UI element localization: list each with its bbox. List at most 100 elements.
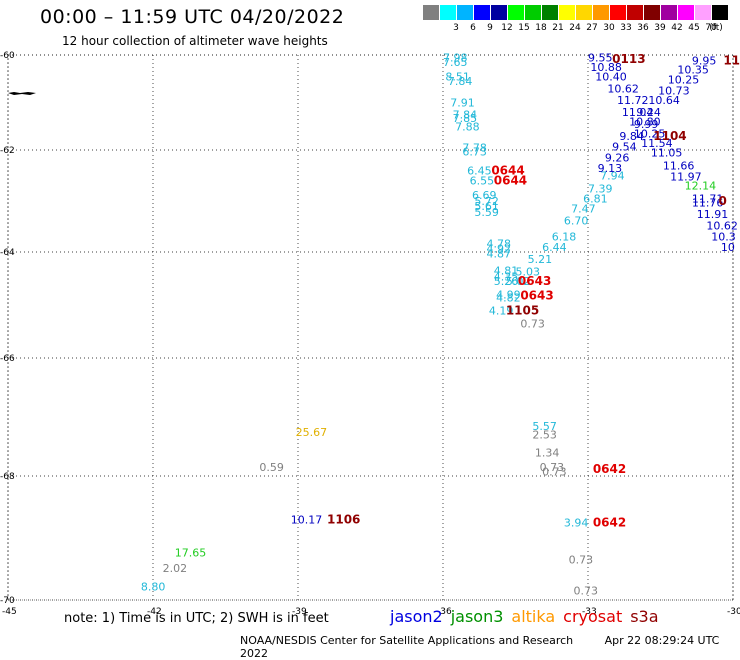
wave-height-label: 5.02 [506,275,531,288]
wave-height-label: 7.88 [455,120,480,133]
wave-height-label: 10.88 [590,61,622,74]
legend-swatch [695,5,711,20]
wave-height-label: 9.99 [634,118,659,131]
axis-ticks: -45 -42 -39 -36 -33 -30 -60 -62 -64 -66 -68 -70 [0,51,740,617]
longitude-tick-label: -36 [437,607,452,617]
wave-height-label: 10.25 [668,74,700,87]
legend-label: 30 [603,23,615,33]
wave-height-label: 6.69 [472,189,497,202]
wave-height-label: 10.17 [291,513,323,526]
wave-height-label: 0.73 [520,318,545,331]
wave-height-label: 5.61 [474,200,499,213]
wave-height-label: 7.78 [462,142,487,155]
wave-height-label: 7.94 [600,170,625,183]
pass-time-label: 0113 [612,52,645,66]
wave-height-label: 10.25 [634,127,666,140]
latitude-tick-label: -60 [0,51,15,61]
wave-height-label: 7.98 [443,51,468,64]
satellite-altika: altika [511,607,556,626]
wave-height-label: 6.70 [564,214,589,227]
satellite-cryosat: cryosat [563,607,623,626]
wave-height-label: 6.55 [470,175,495,188]
wave-height-label: 12.14 [685,180,717,193]
legend-unit: (ft) [709,23,723,33]
latitude-tick-label: -68 [0,472,15,482]
latitude-tick-label: -64 [0,248,15,258]
map-title: 00:00 – 11:59 UTC 04/20/2022 [40,6,345,28]
wave-height-label: 10.40 [595,70,627,83]
legend-swatch [593,5,609,20]
legend-label: 27 [586,23,598,33]
wave-height-label: 10.80 [629,116,661,129]
wave-height-label: 9.95 [692,55,717,68]
legend-swatch [508,5,524,20]
wave-height-label: 9.54 [612,141,637,154]
legend-label: 9 [487,23,493,33]
wave-height-label: 10.3 [711,231,736,244]
legend-swatch [627,5,643,20]
map-grid [7,54,734,601]
pass-time-label: 1105 [506,303,539,317]
wave-height-label: 0.73 [569,554,594,567]
wave-height-label: 6.18 [552,231,577,244]
wave-height-label: 4.35 [494,270,519,283]
wave-height-label: 5.59 [474,206,499,219]
wave-height-label: 6.44 [542,241,567,254]
wave-height-label: 11.66 [663,159,695,172]
longitude-tick-label: -42 [147,607,162,617]
legend-label: 6 [470,23,476,33]
satellite-jason2: jason2 [390,607,443,626]
legend-label: 42 [671,23,683,33]
wave-height-label: 5.57 [532,420,557,433]
longitude-tick-label: -45 [2,607,17,617]
pass-time-label: 110 [723,54,740,68]
wave-height-label: 9.84 [619,130,644,143]
legend-label: 70 [705,23,717,33]
legend-label: 39 [654,23,666,33]
wave-height-label: 11.91 [697,208,729,221]
wave-height-label: 0.59 [259,461,284,474]
pass-time-label: 0644 [494,174,527,188]
wave-height-label: 6.73 [462,146,487,159]
wave-height-label: 10.35 [677,63,709,76]
wave-height-label: 10.62 [607,82,639,95]
wave-height-label: 9.24 [636,106,661,119]
wave-height-label: 4.99 [496,288,520,301]
longitude-tick-label: -39 [292,607,307,617]
pass-time-label: 0643 [520,288,553,302]
wave-height-label: 7.84 [453,108,478,121]
wave-height-label: 0.73 [540,461,565,474]
wave-height-label: 10.64 [648,94,680,107]
wave-height-label: 7.85 [453,112,478,125]
legend-label: 45 [688,23,700,33]
legend-swatch [712,5,728,20]
note-text: note: 1) Time is in UTC; 2) SWH is in fe… [64,611,329,626]
wave-height-label: 7.84 [448,75,473,88]
wave-height-label: 11.04 [622,106,654,119]
wave-height-label: 11.71 [692,192,724,205]
latitude-tick-label: -70 [0,596,15,606]
legend-swatch [576,5,592,20]
wave-height-label: 4.92 [487,242,512,255]
wave-height-label: 7.39 [588,182,613,195]
wave-height-label: 25.67 [296,426,328,439]
legend-swatch [440,5,456,20]
wave-height-label: 17.65 [175,546,207,559]
legend-label: 15 [518,23,530,33]
map-subtitle: 12 hour collection of altimeter wave hei… [62,34,328,48]
wave-height-label: 4.78 [487,237,512,250]
wave-height-label: 10.73 [658,85,690,98]
wave-height-label: 6.81 [583,192,608,205]
legend-swatch [559,5,575,20]
wave-height-label: 1.34 [535,446,560,459]
island-outline [8,92,36,95]
legend-label: 12 [501,23,513,33]
legend-swatch [644,5,660,20]
pass-time-label: 0 [719,194,727,208]
legend-label: 18 [535,23,547,33]
legend-swatch [491,5,507,20]
longitude-tick-label: -33 [582,607,597,617]
legend-label: 36 [637,23,649,33]
wave-height-label: 0.73 [574,585,599,598]
legend-swatch [474,5,490,20]
